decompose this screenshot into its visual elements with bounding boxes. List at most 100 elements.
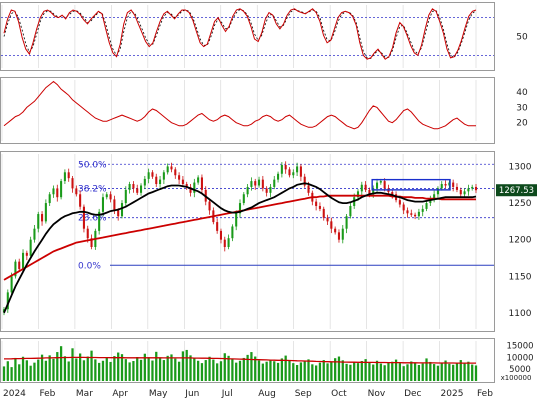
price-layer: 50.0% 38.2% 23.6% 0.0% 1100 1150 1200 1250 1300 1… xyxy=(2,160,537,319)
candle-body xyxy=(63,172,66,182)
volume-bar xyxy=(67,361,70,381)
candle-body xyxy=(79,194,82,207)
volume-bar xyxy=(345,363,348,381)
fib-level-label-2: 23.6% xyxy=(78,214,107,224)
volume-bar xyxy=(101,360,105,381)
candle-body xyxy=(10,276,13,293)
volume-bar xyxy=(2,366,6,381)
candle-body xyxy=(25,252,28,256)
volume-bar xyxy=(219,361,223,381)
volume-bar xyxy=(254,356,257,381)
volume-bar xyxy=(337,356,341,381)
candle-body xyxy=(463,191,466,195)
volume-bar xyxy=(162,360,166,381)
volume-bar xyxy=(238,360,242,381)
volume-bar xyxy=(402,366,405,381)
volume-bar xyxy=(432,364,436,381)
volume-bar xyxy=(425,358,428,381)
indicator-panel-frame xyxy=(0,77,495,144)
x-tick-label-6: Jul xyxy=(221,389,233,399)
volume-bar xyxy=(261,363,264,381)
volume-bar xyxy=(444,360,447,381)
price-panel-frame xyxy=(0,151,495,332)
volume-bar xyxy=(387,362,390,381)
candle-body xyxy=(128,184,131,190)
candle-body xyxy=(307,185,310,193)
volume-bar xyxy=(273,361,276,381)
x-tick-label-13: Feb xyxy=(477,389,493,399)
volume-bar xyxy=(471,364,474,381)
volume-bar xyxy=(474,365,478,381)
candle-body xyxy=(231,226,234,239)
volume-bar xyxy=(128,362,131,381)
candle-body xyxy=(406,210,409,214)
candle-body xyxy=(200,177,203,190)
candle-body xyxy=(227,238,230,247)
volume-bar xyxy=(280,358,284,381)
candle-body xyxy=(433,194,436,199)
candle-body xyxy=(349,205,352,217)
volume-bar xyxy=(124,359,127,381)
volume-tick-label-1: 10000 xyxy=(506,353,533,363)
volume-bar xyxy=(14,357,17,381)
volume-bar xyxy=(71,348,74,381)
volume-bar xyxy=(330,361,333,381)
volume-bar xyxy=(200,363,204,381)
volume-bar xyxy=(170,354,173,381)
candle-body xyxy=(216,222,219,231)
volume-bar xyxy=(314,365,318,381)
fib-level-label-0: 50.0% xyxy=(78,160,107,170)
candle-body xyxy=(444,184,447,186)
price-tick-label-4: 1300 xyxy=(509,162,532,172)
volume-bar xyxy=(90,350,93,381)
volume-bar xyxy=(299,362,303,381)
candle-body xyxy=(284,164,287,170)
volume-bar xyxy=(189,355,192,381)
candle-body xyxy=(452,182,455,187)
candle-body xyxy=(242,194,245,204)
x-tick-label-12: 2025 xyxy=(441,389,464,399)
volume-bar xyxy=(117,352,120,381)
candle-body xyxy=(189,186,192,193)
candle-body xyxy=(75,188,78,195)
candle-body xyxy=(414,214,417,217)
candle-body xyxy=(6,292,9,310)
candle-body xyxy=(238,203,242,214)
volume-bar xyxy=(452,364,455,381)
x-tick-label-2: Mar xyxy=(76,389,93,399)
candle-body xyxy=(425,203,428,209)
volume-bar xyxy=(109,361,112,381)
volume-bar xyxy=(383,365,386,381)
volume-bar xyxy=(40,354,44,381)
candle-body xyxy=(254,181,257,186)
volume-bar xyxy=(375,360,379,381)
volume-bar xyxy=(322,360,325,381)
candle-body xyxy=(29,239,32,256)
volume-bar xyxy=(98,362,101,381)
last-price-label: 1267.53 xyxy=(499,186,534,196)
candle-body xyxy=(375,182,379,189)
volume-bar xyxy=(94,359,97,381)
volume-bar xyxy=(417,365,421,381)
candle-body xyxy=(120,203,124,217)
candle-body xyxy=(219,230,223,240)
candle-body xyxy=(56,188,59,198)
oscillator-main-line xyxy=(3,8,477,60)
volume-bar xyxy=(360,361,363,381)
candle-body xyxy=(67,172,70,179)
candle-body xyxy=(143,178,146,186)
candle-body xyxy=(159,179,162,185)
volume-bar xyxy=(413,362,417,381)
candle-body xyxy=(21,252,25,269)
volume-bar xyxy=(33,362,36,381)
volume-bar xyxy=(311,364,314,381)
candle-body xyxy=(269,186,272,193)
candle-body xyxy=(178,175,181,180)
candle-body xyxy=(44,203,47,222)
volume-bar xyxy=(204,360,207,381)
volume-bar xyxy=(265,361,268,381)
x-tick-label-10: Nov xyxy=(368,389,386,399)
candle-body xyxy=(288,169,291,176)
volume-bar xyxy=(86,356,89,381)
volume-bar xyxy=(307,359,310,381)
